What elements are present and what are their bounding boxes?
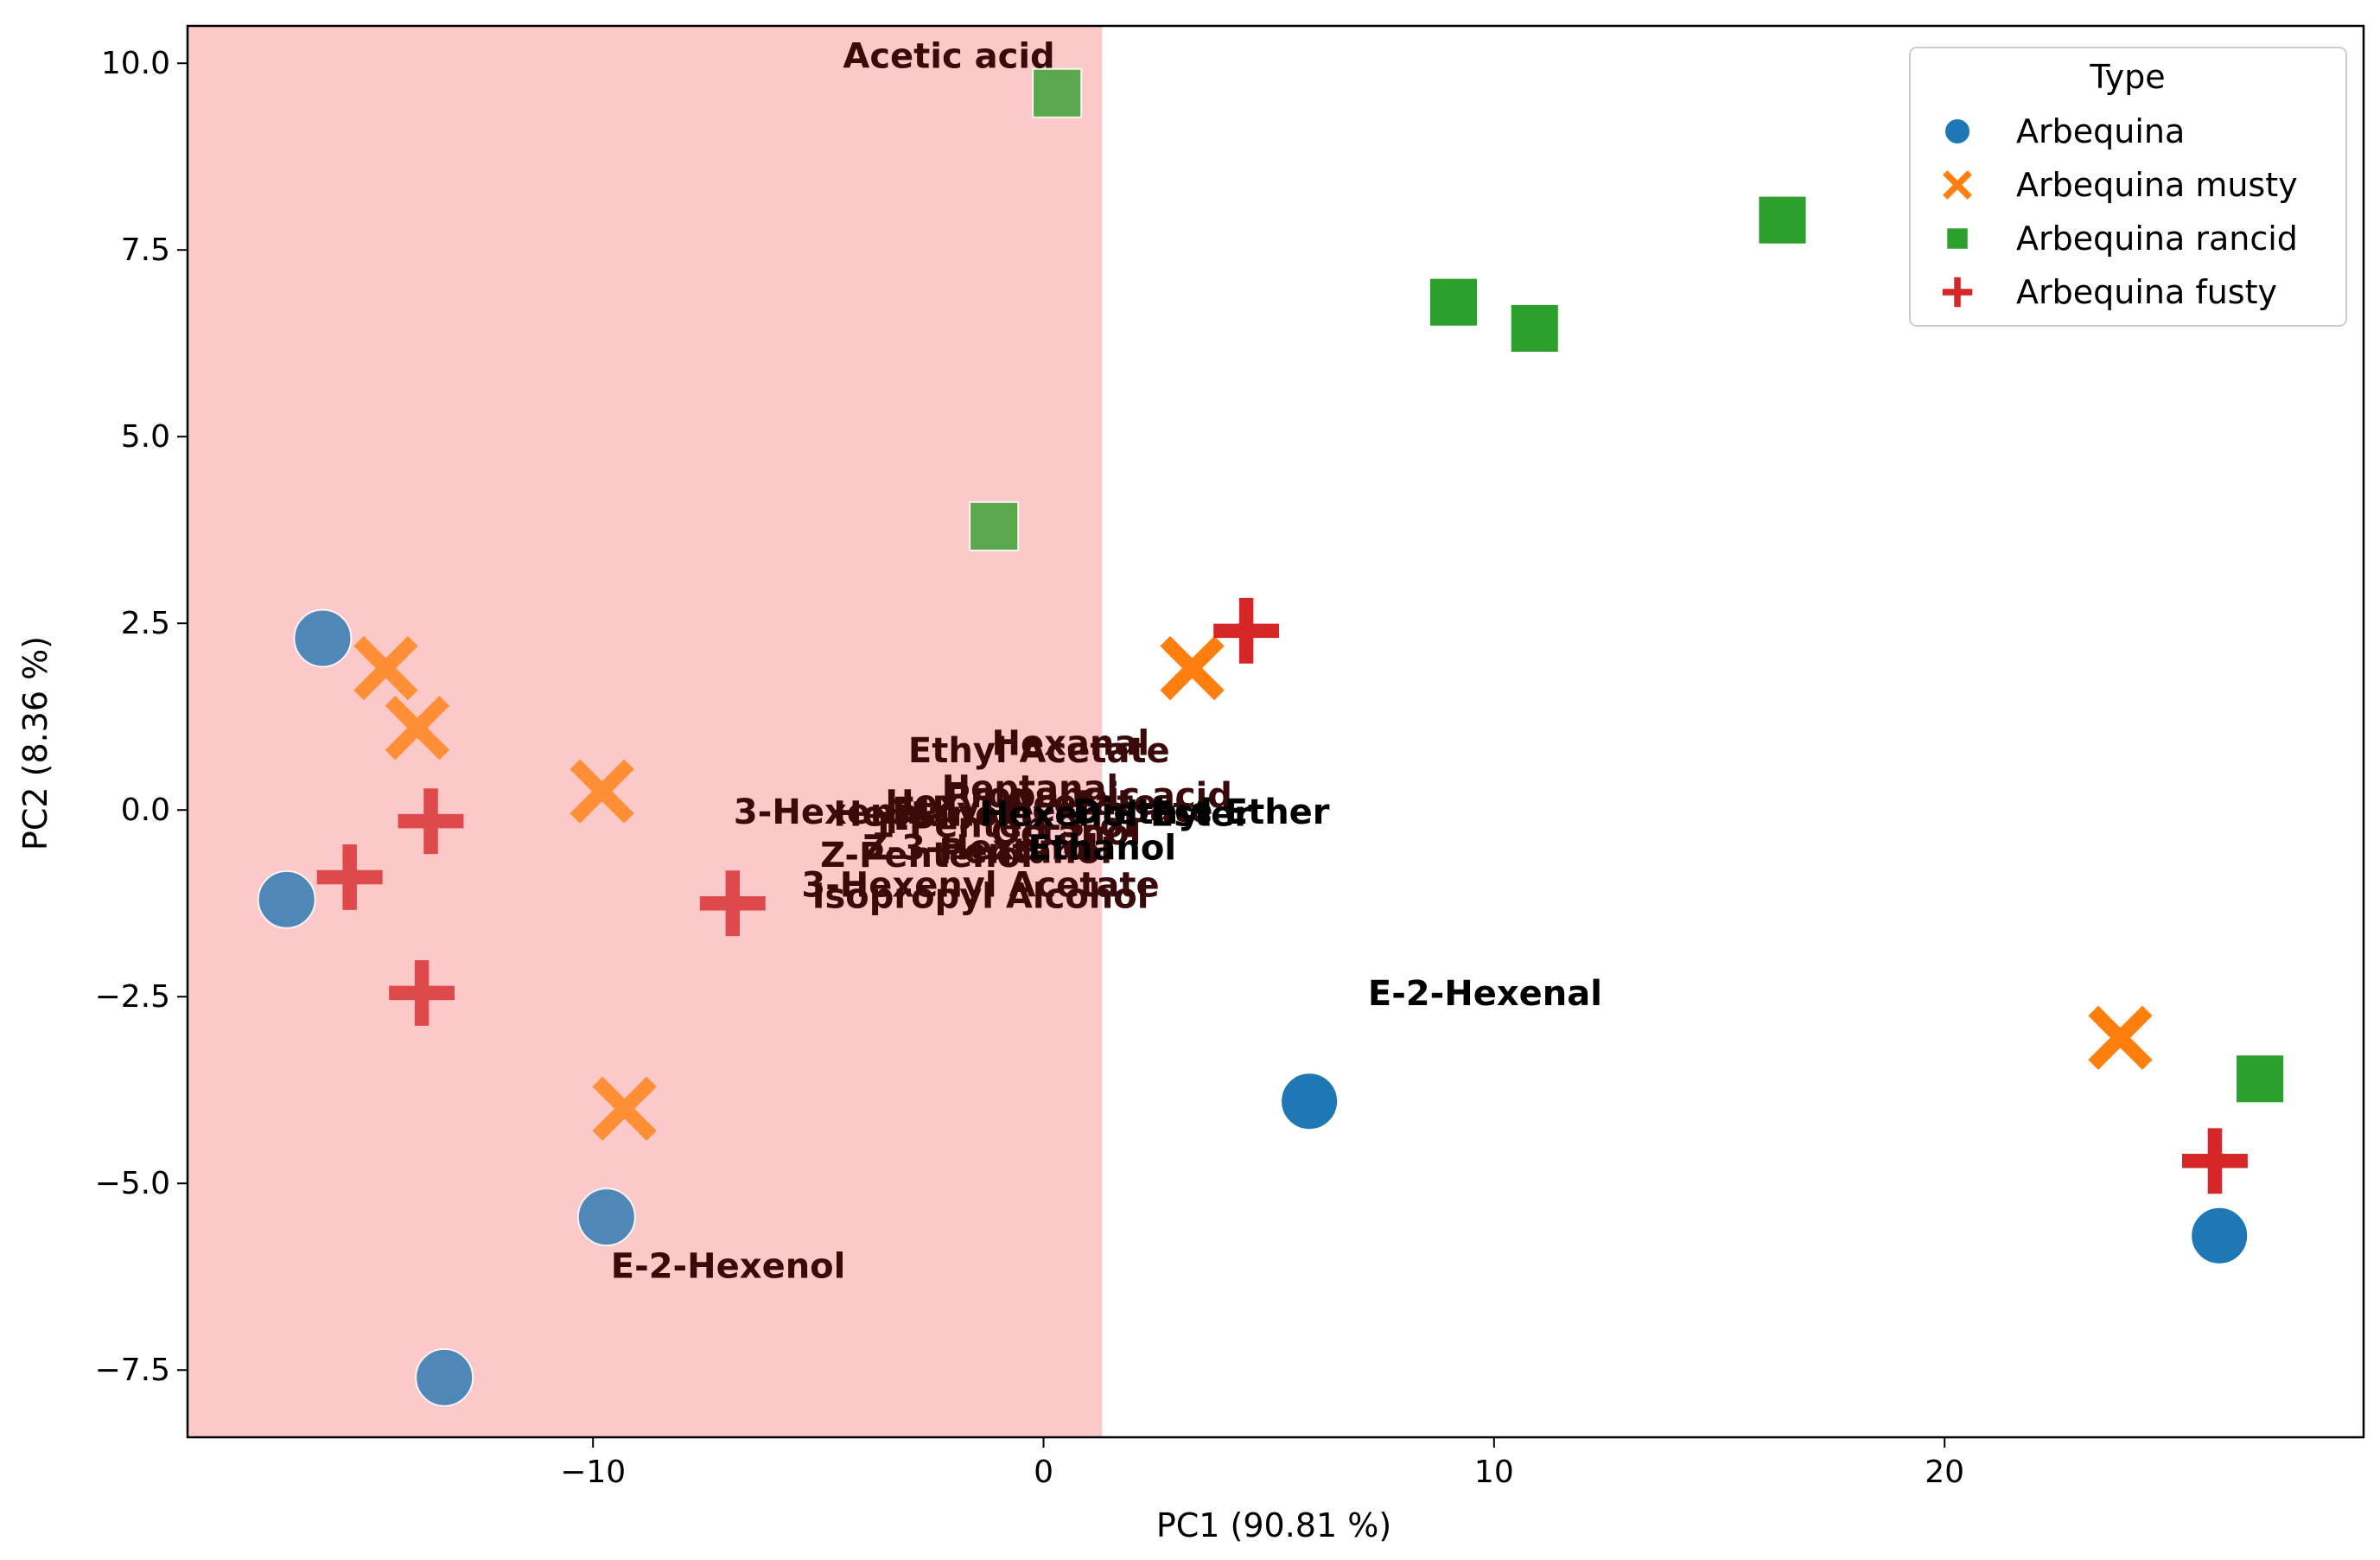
point-arbequina-rancid: [1509, 302, 1560, 353]
point-arbequina-musty: [592, 1076, 657, 1142]
annotation-label: Pentanol: [939, 832, 1112, 872]
legend-marker-arbequina-rancid: [1945, 226, 1970, 251]
shaded-region: [188, 26, 1103, 1437]
annotation-label: E-2-Hexenol: [611, 1246, 846, 1286]
legend-marker-arbequina-fusty: [1942, 277, 1973, 308]
x-tick-label: −10: [560, 1455, 626, 1490]
legend-label: Arbequina musty: [2016, 166, 2298, 204]
annotation-label: Octanol: [991, 813, 1142, 853]
legend-label: Arbequina: [2016, 112, 2185, 150]
legend-label: Arbequina rancid: [2016, 220, 2298, 258]
y-tick-label: 10.0: [101, 46, 170, 81]
point-arbequina: [576, 1188, 636, 1247]
annotation-label: Diethyl Ether: [1072, 793, 1329, 832]
point-arbequina: [293, 608, 353, 668]
annotation-label: E-2-Hexenal: [1368, 974, 1602, 1014]
y-tick-label: −2.5: [95, 979, 170, 1015]
x-tick-label: 10: [1474, 1455, 1514, 1490]
x-axis-label: PC1 (90.81 %): [1156, 1506, 1391, 1544]
point-arbequina-fusty: [398, 788, 464, 855]
point-arbequina: [415, 1347, 474, 1407]
point-arbequina-musty: [385, 695, 450, 761]
legend-title: Type: [2089, 58, 2165, 96]
point-arbequina-fusty: [316, 844, 383, 910]
y-axis-label: PC2 (8.36 %): [16, 636, 54, 850]
point-arbequina-fusty: [2182, 1128, 2248, 1194]
legend-marker-arbequina-musty: [1943, 170, 1972, 200]
y-tick-label: 5.0: [121, 419, 170, 455]
annotation-label: Hexyl Acetate: [885, 784, 1156, 824]
point-arbequina-rancid: [1032, 67, 1083, 118]
annotation-label: 1-Penten-3-ol: [870, 806, 1135, 846]
point-arbequina-fusty: [699, 870, 766, 937]
annotation-label: Hexanal: [992, 723, 1150, 763]
point-arbequina-rancid: [969, 500, 1020, 551]
point-arbequina-fusty: [389, 959, 455, 1026]
annotation-label: Ethyl Acetate: [908, 731, 1170, 771]
annotation-label: Z-3-Hexenol: [862, 828, 1098, 868]
y-tick-label: −7.5: [95, 1353, 170, 1388]
point-arbequina-rancid: [1428, 277, 1479, 328]
annotation-label: Ethyl Hexanoate: [892, 791, 1212, 831]
point-arbequina-fusty: [1213, 597, 1280, 664]
point-arbequina: [257, 869, 316, 929]
legend-box: [1909, 47, 2347, 327]
y-tick-label: 7.5: [121, 232, 170, 268]
plot-frame: [186, 24, 2365, 1439]
legend-label: Arbequina fusty: [2016, 273, 2277, 311]
point-arbequina-musty: [353, 635, 418, 701]
annotation-label: 3-Hexenal: [734, 793, 930, 832]
x-tick-label: 0: [1034, 1455, 1053, 1490]
y-tick-label: −5.0: [95, 1166, 170, 1201]
annotation-label: Hexenol Ester: [980, 795, 1252, 835]
point-arbequina-rancid: [1757, 194, 1808, 245]
x-tick-label: 20: [1925, 1455, 1964, 1490]
annotation-label: Z-Pentenol: [820, 836, 1033, 876]
annotation-label: Heptanal: [942, 768, 1119, 808]
point-arbequina-musty: [570, 759, 634, 824]
point-arbequina: [2190, 1206, 2250, 1265]
data-points: [257, 67, 2286, 1407]
y-tick-label: 0.0: [121, 793, 170, 828]
annotation-label: Propanoic acid: [945, 776, 1232, 816]
legend: Type Arbequina Arbequina musty Arbequina r…: [1909, 47, 2347, 327]
point-arbequina-rancid: [2235, 1054, 2286, 1105]
y-tick-label: 2.5: [121, 606, 170, 641]
annotation-label: 3-Hexenyl Acetate: [801, 866, 1159, 906]
point-arbequina: [1280, 1072, 1340, 1131]
point-arbequina-musty: [1160, 635, 1225, 701]
annotation-label: Isopropyl Alcohol: [812, 877, 1149, 917]
point-arbequina-musty: [2088, 1005, 2153, 1070]
annotation-label: Acetic acid: [843, 37, 1054, 77]
annotation-label: Heptanol: [833, 795, 1010, 835]
legend-marker-arbequina: [1944, 118, 1971, 145]
annotation-label: Ethanol: [1028, 828, 1176, 868]
